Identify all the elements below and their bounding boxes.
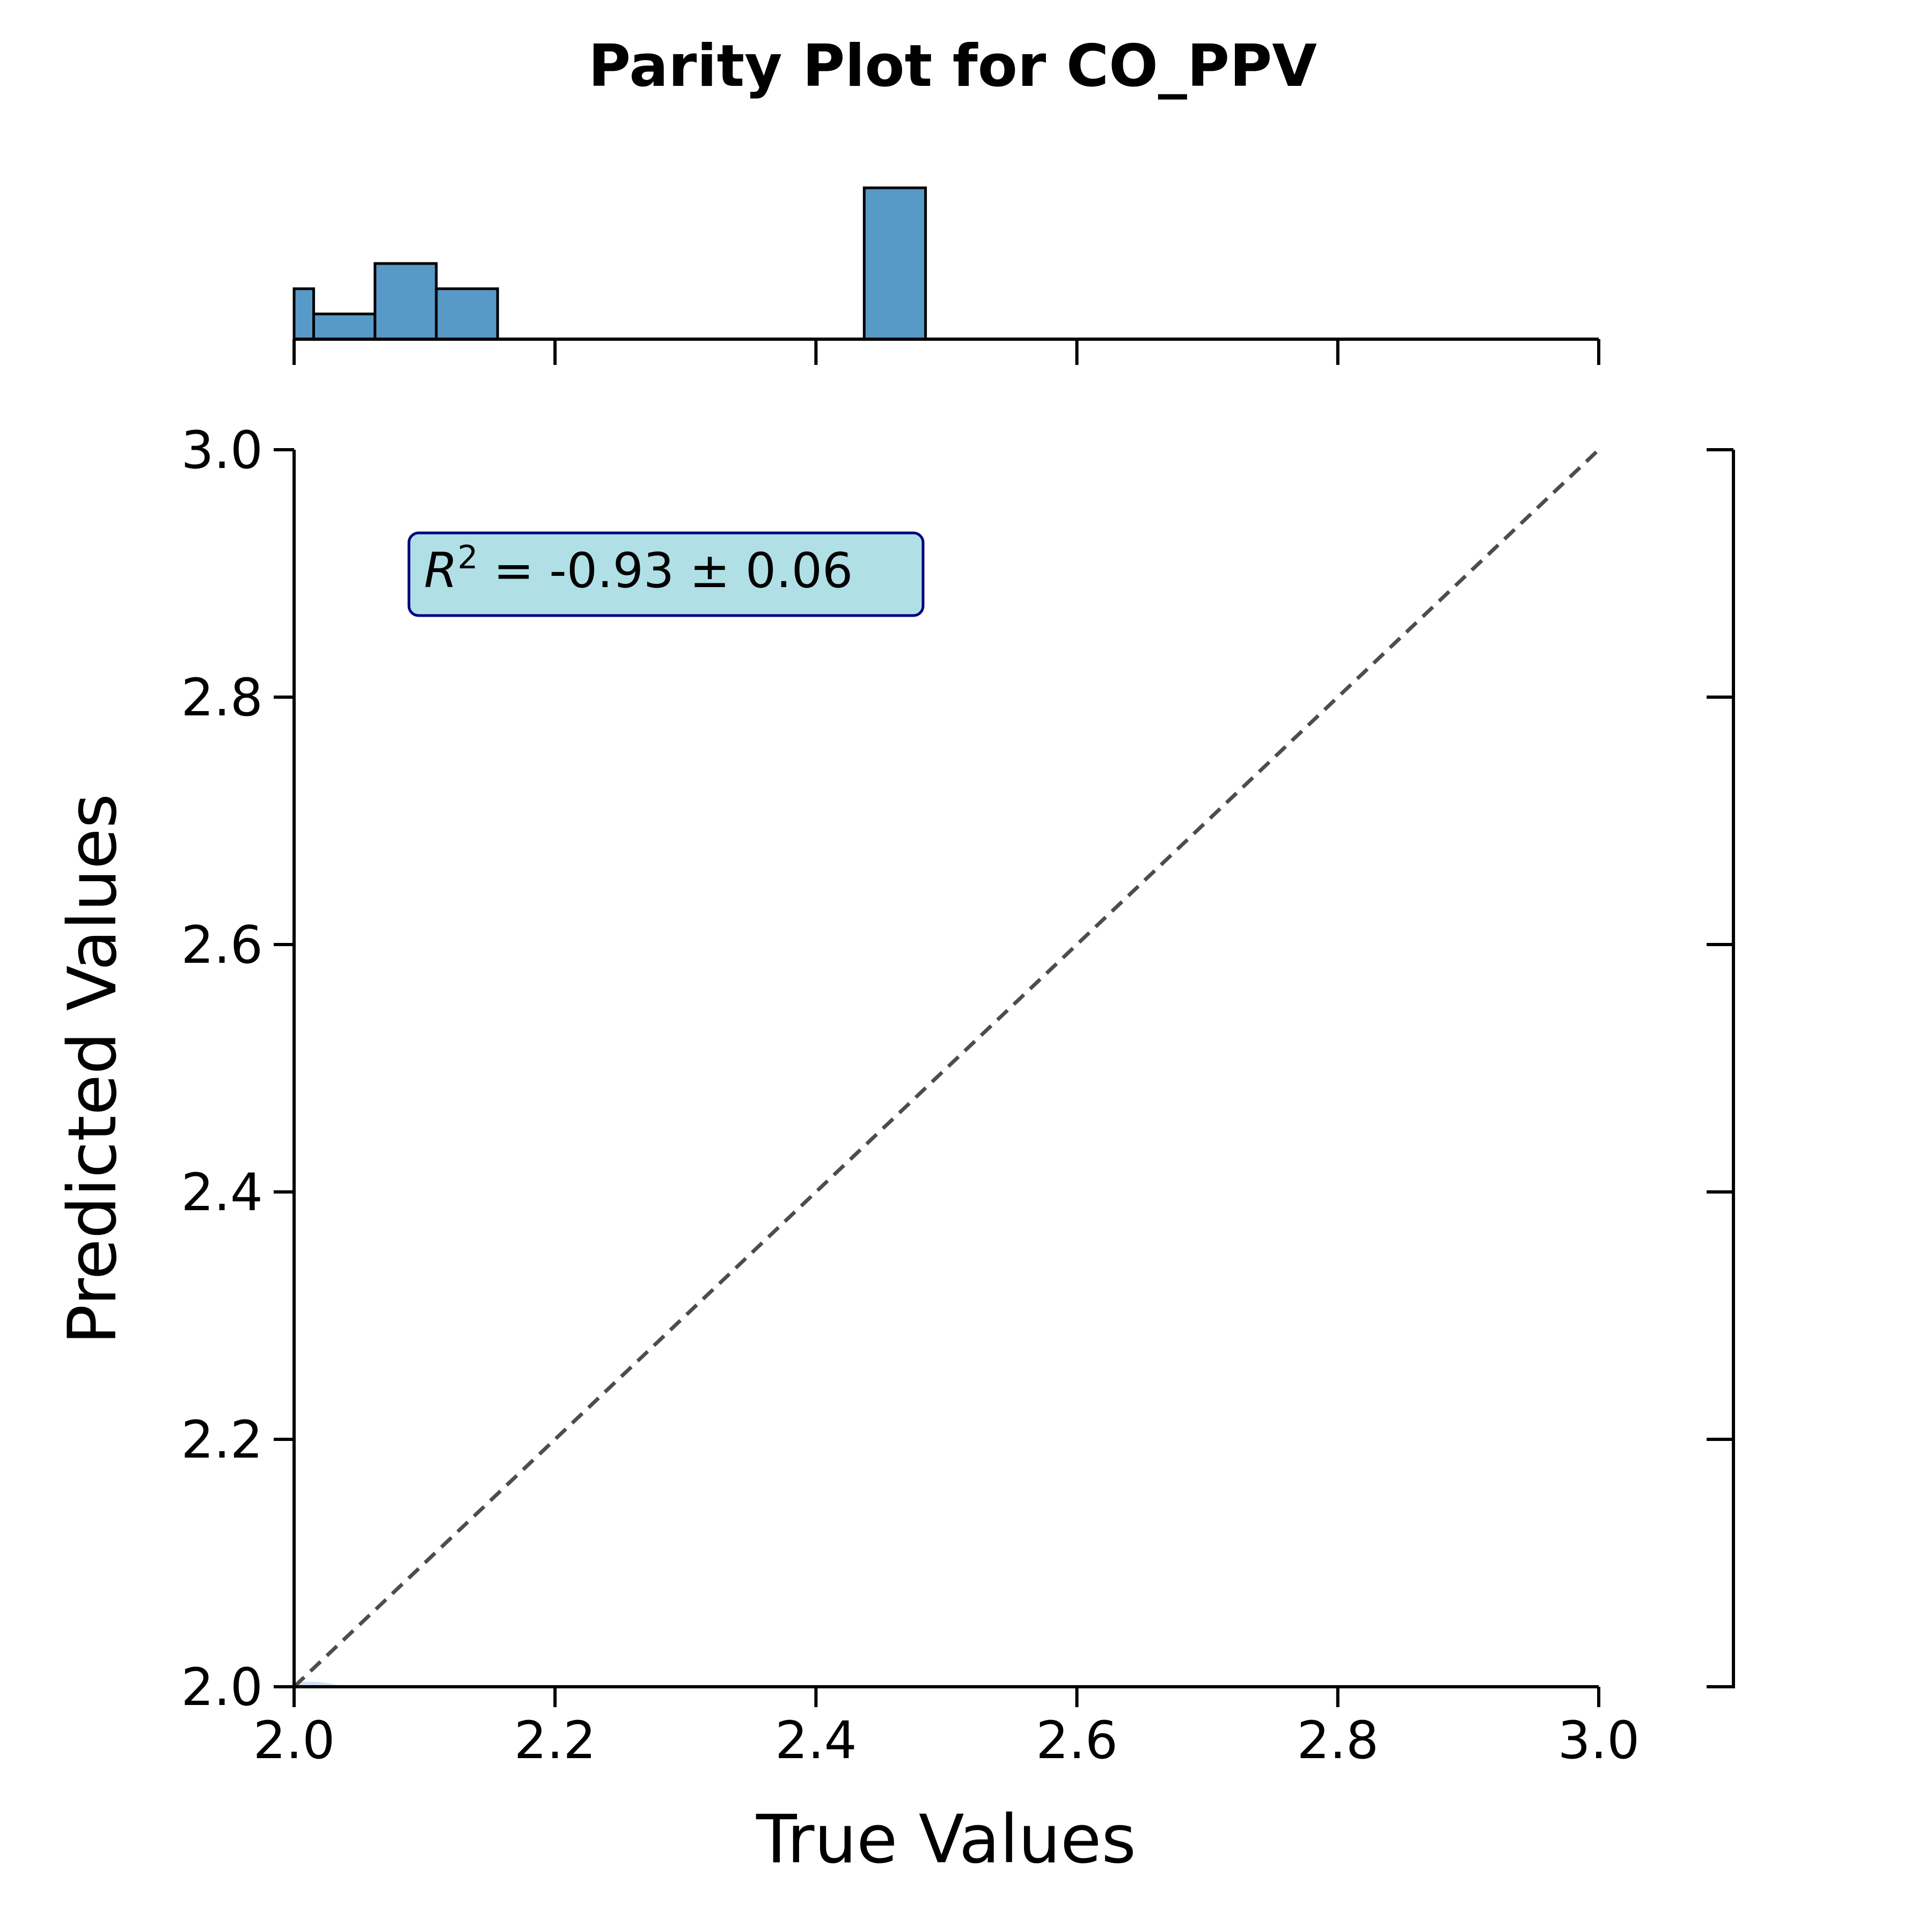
y-tick-label: 2.0: [181, 1657, 263, 1717]
x-axis-label: True Values: [756, 1801, 1136, 1878]
svg-text:R2 = -0.93 ± 0.06: R2 = -0.93 ± 0.06: [424, 539, 853, 599]
parity-line: [292, 448, 1600, 1688]
x-tick-label: 2.2: [514, 1710, 596, 1770]
x-tick-label: 2.4: [775, 1710, 857, 1770]
histogram-bar: [374, 262, 438, 341]
r-squared-annotation: R2 = -0.93 ± 0.06: [407, 531, 925, 617]
y-tick-label: 2.4: [181, 1162, 263, 1223]
annotation-value: = -0.93 ± 0.06: [478, 543, 853, 599]
histogram-bar: [312, 312, 377, 341]
x-tick-label: 2.0: [253, 1710, 335, 1770]
y-tick-label: 2.6: [181, 915, 263, 975]
annotation-box: [407, 531, 925, 617]
y-tick-label: 2.2: [181, 1410, 263, 1470]
x-tick-label: 2.6: [1036, 1710, 1118, 1770]
chart-title: Parity Plot for CO_PPV: [588, 33, 1317, 100]
histogram-bar: [292, 287, 315, 341]
marginal-histogram: [292, 186, 1600, 365]
histogram-bar: [862, 186, 927, 341]
annotation-superscript: 2: [458, 539, 478, 576]
y-axis-label: Predicted Values: [54, 794, 131, 1345]
y-tick-label: 2.8: [181, 668, 263, 728]
annotation-r-symbol: R: [424, 543, 458, 599]
histogram-bar: [435, 287, 499, 341]
parity-plot-area: 2.0 2.2 2.4 2.6 2.8 3.0 2.0 2.2 2.4 2.6 2.8 3.0: [181, 420, 1735, 1770]
x-tick-label: 3.0: [1558, 1710, 1640, 1770]
x-tick-label: 2.8: [1297, 1710, 1379, 1770]
y-tick-label: 3.0: [181, 420, 263, 480]
